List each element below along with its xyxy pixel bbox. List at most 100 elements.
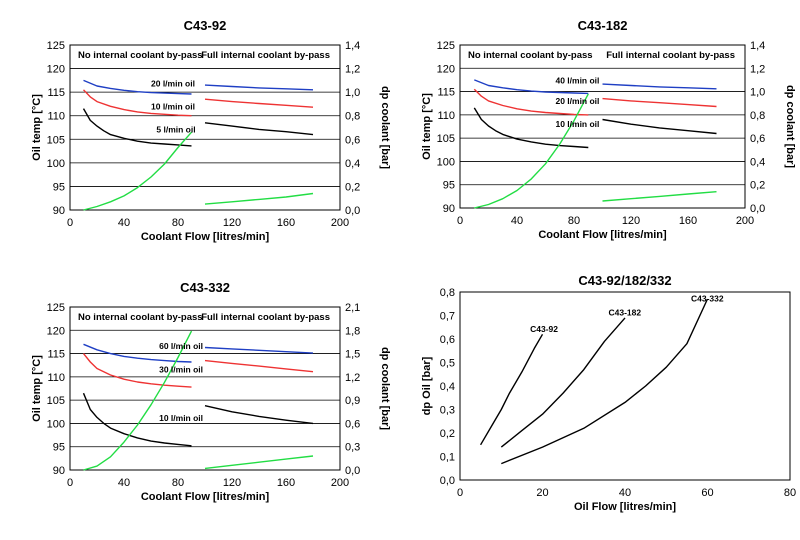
y-axis-label: Oil temp [°C] [421, 93, 433, 160]
x-tick-label: 20 [536, 487, 548, 499]
series-line-6 [602, 118, 717, 135]
series-line-8 [602, 191, 717, 202]
y-tick-label: 125 [47, 40, 65, 52]
y-tick-label: 105 [47, 395, 65, 407]
header-full-bypass: Full internal coolant by-pass [201, 312, 330, 323]
y-tick-label: 90 [53, 205, 65, 217]
y-tick-label: 0,2 [440, 428, 455, 440]
y-tick-label: 0,6 [440, 334, 455, 346]
y-tick-label: 0,1 [440, 452, 455, 464]
x-tick-label: 80 [568, 215, 580, 227]
series-line-7 [474, 93, 589, 209]
annotation-label: 10 l/min oil [159, 413, 203, 423]
y2-axis-label: dp coolant [bar] [784, 85, 796, 168]
series-line-2 [204, 84, 314, 91]
annotation-label: C43-92 [530, 324, 558, 334]
y2-tick-label: 0,4 [345, 158, 360, 170]
y2-tick-label: 0,9 [345, 395, 360, 407]
y-axis-label: dp Oil [bar] [421, 356, 433, 415]
y-tick-label: 90 [443, 203, 455, 215]
x-axis-label: Oil Flow [litres/min] [574, 501, 676, 513]
x-tick-label: 120 [223, 217, 241, 229]
y-tick-label: 115 [437, 87, 455, 99]
y2-tick-label: 0,3 [345, 442, 360, 454]
y2-tick-label: 0,0 [345, 465, 360, 477]
y2-tick-label: 1,8 [345, 325, 360, 337]
series-line-1 [83, 79, 192, 95]
series-line-1 [479, 333, 544, 446]
y2-tick-label: 1,5 [345, 349, 360, 361]
x-tick-label: 120 [223, 477, 241, 489]
y-tick-label: 95 [53, 442, 65, 454]
y-tick-label: 105 [437, 133, 455, 145]
series-line-5 [82, 392, 192, 447]
y-tick-label: 120 [47, 64, 65, 76]
series-line-6 [204, 122, 314, 136]
series-line-3 [82, 89, 192, 117]
series-line-2 [204, 346, 314, 354]
header-full-bypass: Full internal coolant by-pass [201, 50, 330, 61]
x-tick-label: 80 [784, 487, 796, 499]
y2-tick-label: 2,1 [345, 302, 360, 314]
series-line-1 [83, 343, 192, 363]
annotation-label: 10 l/min oil [555, 119, 599, 129]
chart-title: C43-182 [578, 18, 628, 33]
y2-tick-label: 1,2 [345, 64, 360, 76]
y2-tick-label: 1,4 [345, 40, 360, 52]
header-no-bypass: No internal coolant by-pass [78, 312, 203, 323]
x-tick-label: 200 [331, 217, 349, 229]
chart-1: C43-92 90 95 100 105 110 115 120 125 0,0 0,2 0,4 0,6… [31, 18, 391, 243]
y2-tick-label: 0,2 [345, 181, 360, 193]
plot-frame [69, 44, 341, 211]
chart-4: C43-92/182/332 0,0 0,1 0,2 0,3 0,4 0,5 0,6 0,7 0,… [421, 273, 796, 513]
series-line-7 [83, 131, 193, 211]
annotation-label: 60 l/min oil [159, 341, 203, 351]
y-tick-label: 105 [47, 134, 65, 146]
x-tick-label: 60 [701, 487, 713, 499]
x-tick-label: 80 [172, 217, 184, 229]
y-axis-label: Oil temp [°C] [31, 355, 43, 422]
x-tick-label: 40 [118, 217, 130, 229]
series-line-5 [82, 108, 192, 147]
x-tick-label: 40 [118, 477, 130, 489]
x-tick-label: 160 [277, 477, 295, 489]
plot-frame [459, 44, 746, 209]
y-tick-label: 0,8 [440, 287, 455, 299]
x-tick-label: 0 [457, 215, 463, 227]
y-tick-label: 0,4 [440, 381, 455, 393]
y-tick-label: 0,5 [440, 358, 455, 370]
x-tick-label: 0 [67, 217, 73, 229]
plot-frame [459, 291, 791, 481]
y-tick-label: 0,3 [440, 405, 455, 417]
y-tick-label: 100 [47, 418, 65, 430]
chart-3: C43-332 90 95 100 105 110 115 120 125 0,0 0,3 0,6 0,… [31, 280, 391, 503]
annotation-label: 40 l/min oil [555, 76, 599, 86]
y-tick-label: 95 [443, 180, 455, 192]
y2-tick-label: 0,0 [750, 203, 765, 215]
x-tick-label: 80 [172, 477, 184, 489]
y2-tick-label: 0,8 [750, 110, 765, 122]
y-tick-label: 110 [437, 110, 455, 122]
chart-title: C43-92/182/332 [578, 273, 671, 288]
chart-title: C43-332 [180, 280, 230, 295]
y2-tick-label: 0,2 [750, 180, 765, 192]
y-tick-label: 0,0 [440, 475, 455, 487]
x-axis-label: Coolant Flow [litres/min] [141, 231, 270, 243]
x-axis-label: Coolant Flow [litres/min] [141, 491, 270, 503]
y2-tick-label: 0,0 [345, 205, 360, 217]
x-tick-label: 120 [622, 215, 640, 227]
y2-tick-label: 0,4 [750, 156, 765, 168]
y-tick-label: 90 [53, 465, 65, 477]
series-line-6 [204, 405, 314, 425]
x-tick-label: 0 [67, 477, 73, 489]
y-tick-label: 125 [47, 302, 65, 314]
y2-axis-label: dp coolant [bar] [379, 347, 391, 430]
y-tick-label: 120 [47, 325, 65, 337]
x-tick-label: 40 [619, 487, 631, 499]
series-line-4 [602, 97, 717, 108]
y2-tick-label: 0,8 [345, 111, 360, 123]
chart-2: C43-182 90 95 100 105 110 115 120 125 0,0 0,2 0,4 0,… [421, 18, 796, 241]
series-line-5 [473, 107, 589, 149]
annotation-label: C43-332 [691, 293, 724, 303]
